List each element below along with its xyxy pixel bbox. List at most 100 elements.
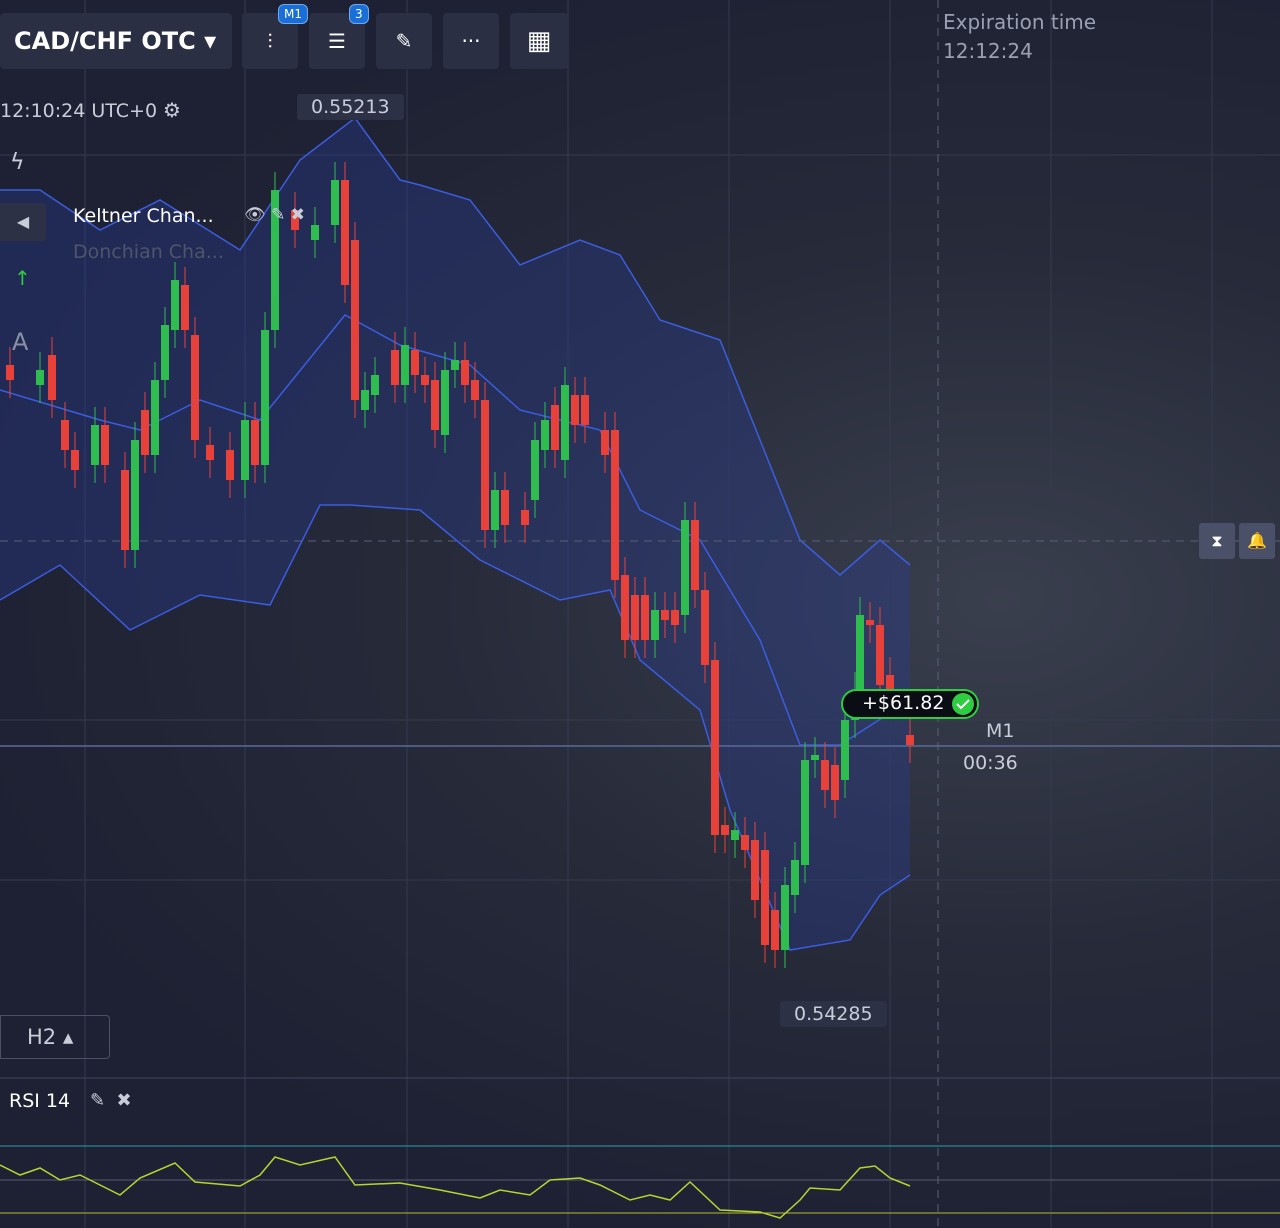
candle — [61, 420, 69, 450]
candle — [91, 425, 99, 465]
candle — [101, 425, 109, 465]
candle — [661, 610, 669, 620]
candle — [581, 395, 589, 425]
candle — [226, 450, 234, 480]
candle — [631, 595, 639, 640]
candle — [361, 390, 369, 410]
timeframe-selector[interactable]: H2 ▴ — [0, 1015, 110, 1059]
indicator-label[interactable]: Keltner Chan... — [73, 205, 214, 227]
candle — [481, 400, 489, 530]
candle — [821, 760, 829, 790]
candle — [341, 180, 349, 285]
chart-type-button[interactable]: ⫶ M1 — [242, 4, 308, 69]
candle — [876, 625, 884, 685]
candle — [471, 380, 479, 400]
server-time: 12:10:24 UTC+0 — [0, 100, 158, 122]
draw-button[interactable]: ✎ — [376, 13, 432, 69]
badge: 3 — [349, 4, 369, 24]
candle — [531, 440, 539, 500]
candle — [641, 595, 649, 640]
rsi-line — [0, 1156, 911, 1219]
candle — [441, 370, 449, 435]
candle — [831, 765, 839, 800]
candle — [751, 840, 759, 900]
indicator-icons[interactable]: 👁 ✎ ✖ — [244, 205, 305, 225]
expiration-label: Expiration time — [943, 10, 1097, 34]
trade-countdown: 00:36 — [963, 752, 1018, 774]
candle — [36, 370, 44, 385]
alert-button[interactable]: 🔔 — [1239, 523, 1275, 559]
candle — [141, 410, 149, 455]
candle — [671, 610, 679, 625]
keltner-middle — [0, 314, 911, 746]
high-label: 0.55213 — [297, 94, 404, 120]
candle — [431, 380, 439, 430]
candle — [571, 395, 579, 425]
text-tool[interactable]: A — [12, 328, 29, 356]
indicators-button[interactable]: ☰ 3 — [309, 4, 369, 69]
candle — [261, 330, 269, 465]
settings-icon[interactable]: ⚙ — [163, 98, 181, 122]
candle — [251, 420, 259, 465]
check-icon — [952, 693, 974, 715]
candle — [271, 190, 279, 330]
candle — [801, 760, 809, 865]
candle — [811, 755, 819, 760]
candle — [651, 610, 659, 640]
candle — [886, 675, 894, 690]
candle — [161, 325, 169, 380]
more-button[interactable]: ··· — [443, 13, 499, 69]
candle — [171, 280, 179, 330]
candle — [71, 450, 79, 470]
keltner-upper — [0, 116, 911, 576]
candle — [311, 225, 319, 240]
candle — [6, 365, 14, 380]
candle — [541, 420, 549, 450]
candle — [391, 350, 399, 385]
candle — [681, 520, 689, 615]
candle — [331, 180, 339, 225]
timer-button[interactable]: ⧗ — [1199, 523, 1235, 559]
keltner-lower — [0, 504, 911, 951]
candle — [421, 375, 429, 385]
symbol-selector[interactable]: CAD/CHF OTC ▾ — [0, 13, 232, 69]
candle — [701, 590, 709, 665]
candle — [241, 420, 249, 480]
candle — [206, 445, 214, 460]
candle — [906, 735, 914, 745]
candle — [721, 825, 729, 835]
rsi-icons[interactable]: ✎ ✖ — [90, 1090, 132, 1111]
candle — [611, 430, 619, 580]
candle — [731, 830, 739, 840]
candle — [856, 615, 864, 690]
layout-button[interactable]: ▦ — [510, 13, 568, 69]
candle — [491, 490, 499, 530]
candle — [451, 360, 459, 370]
candle — [411, 350, 419, 375]
indicator-label[interactable]: Donchian Cha... — [73, 241, 224, 263]
candle — [501, 490, 509, 525]
candle — [461, 360, 469, 385]
symbol: CAD/CHF OTC — [14, 27, 196, 55]
check-mark — [956, 699, 970, 710]
candle — [771, 910, 779, 950]
candle — [48, 355, 56, 400]
candle — [521, 510, 529, 525]
profit-pill — [841, 689, 979, 719]
candle — [151, 380, 159, 455]
candle — [401, 345, 409, 385]
candle — [551, 405, 559, 450]
candle — [761, 850, 769, 945]
badge: M1 — [278, 4, 308, 24]
arrow-tool[interactable]: ↑ — [14, 266, 31, 290]
trade-period: M1 — [986, 720, 1015, 742]
candle — [121, 470, 129, 550]
candle — [351, 240, 359, 400]
collapse-button[interactable]: ◀ — [0, 203, 46, 241]
candle — [691, 520, 699, 590]
timeframe: H2 — [27, 1025, 57, 1049]
lightning-tool[interactable]: ϟ — [10, 150, 25, 175]
candle — [291, 210, 299, 230]
